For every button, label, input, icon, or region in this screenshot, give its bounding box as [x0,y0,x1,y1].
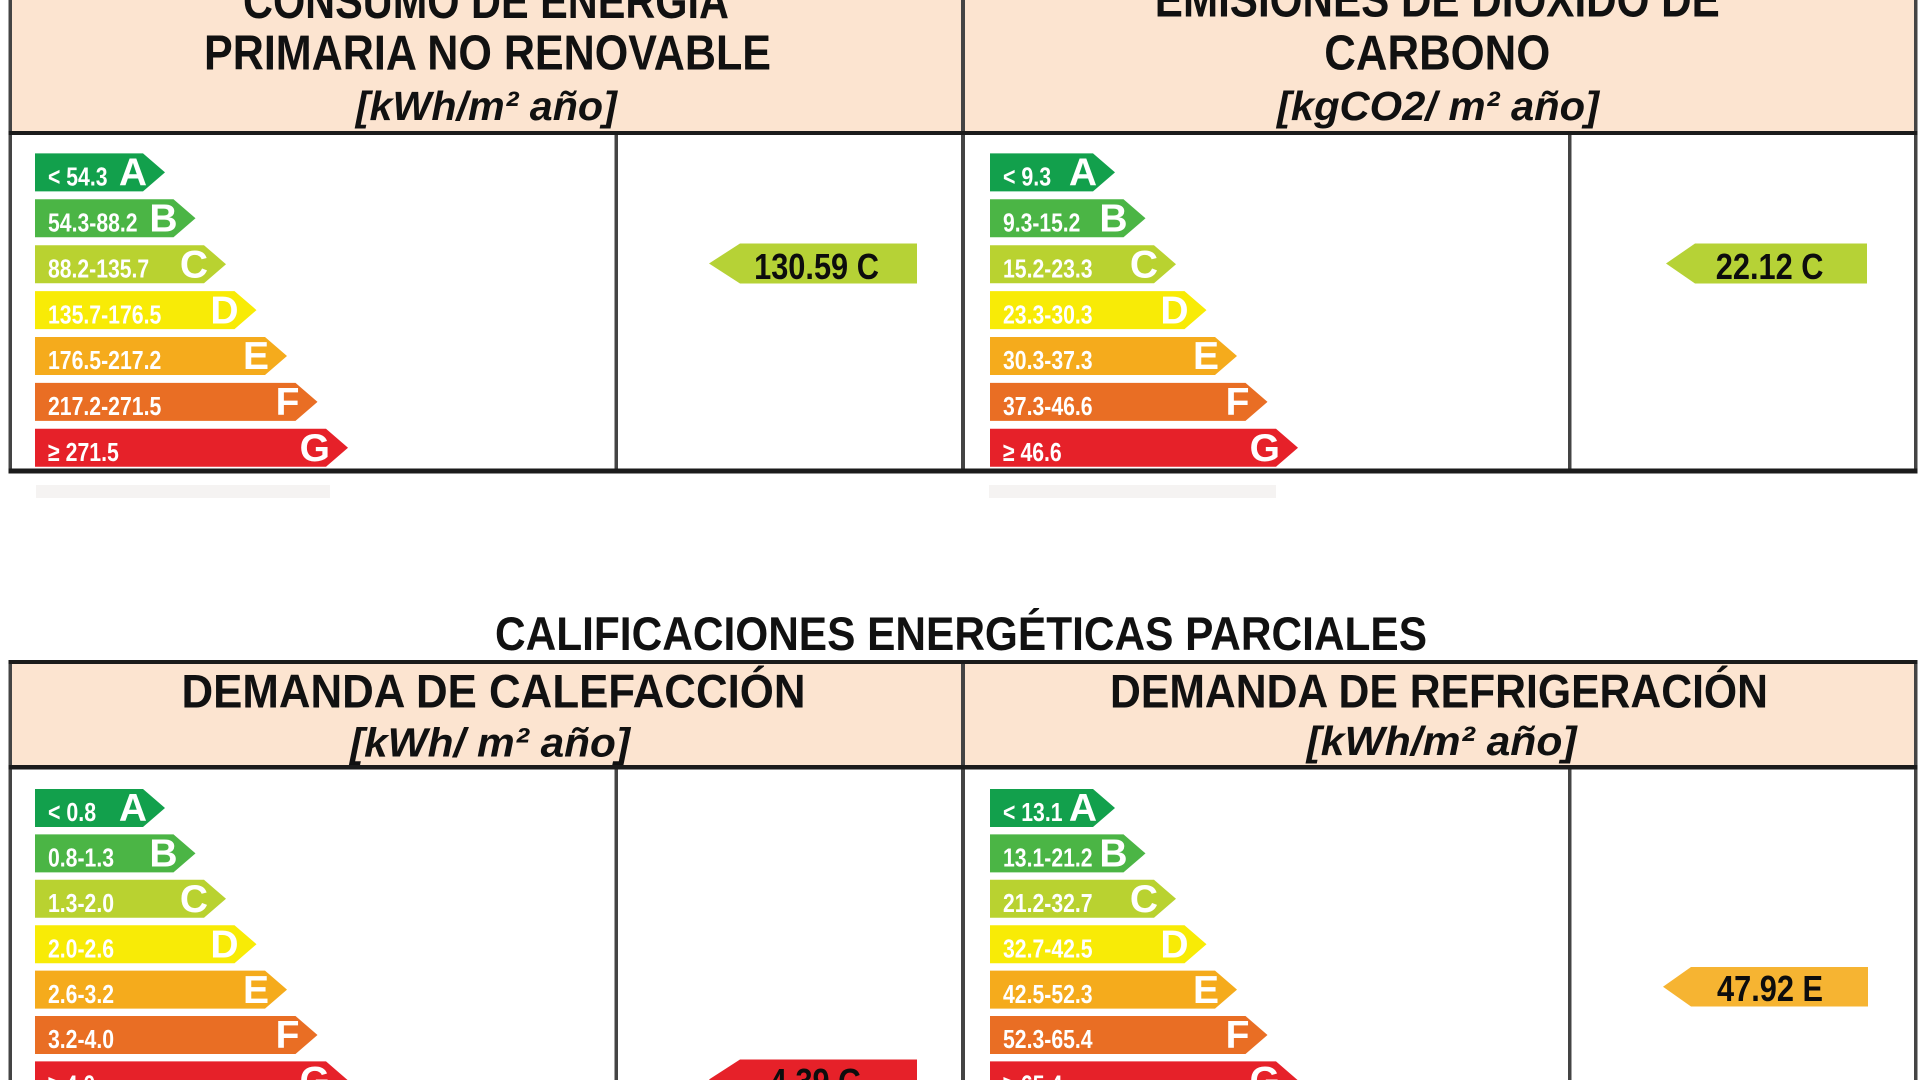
svg-text:[kgCO2/ m² año]: [kgCO2/ m² año] [1275,83,1600,129]
svg-text:D: D [1160,289,1188,332]
svg-text:CARBONO: CARBONO [1324,26,1550,81]
svg-text:D: D [1160,923,1188,966]
svg-text:32.7-42.5: 32.7-42.5 [1003,933,1093,963]
svg-text:135.7-176.5: 135.7-176.5 [48,299,161,329]
svg-text:F: F [1226,381,1250,424]
svg-text:47.92 E: 47.92 E [1717,968,1823,1009]
svg-text:F: F [1226,1014,1250,1057]
svg-text:22.12 C: 22.12 C [1716,246,1824,287]
svg-text:C: C [1130,878,1158,921]
svg-text:B: B [149,833,177,876]
svg-text:CALIFICACIONES ENERGÉTICAS PAR: CALIFICACIONES ENERGÉTICAS PARCIALES [495,607,1427,661]
svg-text:E: E [243,969,269,1012]
svg-text:15.2-23.3: 15.2-23.3 [1003,253,1093,283]
svg-text:37.3-46.6: 37.3-46.6 [1003,391,1093,421]
svg-text:A: A [119,152,147,195]
svg-text:54.3-88.2: 54.3-88.2 [48,208,138,238]
svg-text:176.5-217.2: 176.5-217.2 [48,345,161,375]
svg-text:1.3-2.0: 1.3-2.0 [48,888,114,918]
svg-text:A: A [1069,152,1097,195]
svg-text:D: D [210,289,238,332]
svg-text:[kWh/ m² año]: [kWh/ m² año] [348,720,631,766]
svg-text:G: G [300,427,330,470]
svg-text:13.1-21.2: 13.1-21.2 [1003,843,1093,873]
svg-text:B: B [1099,198,1127,241]
svg-text:< 0.8: < 0.8 [48,797,96,827]
svg-text:A: A [1069,787,1097,830]
svg-text:G: G [300,1060,330,1080]
svg-text:21.2-32.7: 21.2-32.7 [1003,888,1093,918]
svg-text:217.2-271.5: 217.2-271.5 [48,391,161,421]
svg-text:< 9.3: < 9.3 [1003,162,1051,192]
svg-text:DEMANDA DE REFRIGERACIÓN: DEMANDA DE REFRIGERACIÓN [1110,665,1768,718]
svg-text:2.0-2.6: 2.0-2.6 [48,933,114,963]
svg-text:23.3-30.3: 23.3-30.3 [1003,299,1093,329]
svg-text:A: A [119,787,147,830]
svg-text:42.5-52.3: 42.5-52.3 [1003,979,1093,1009]
svg-text:130.59 C: 130.59 C [754,246,879,287]
svg-text:G: G [1250,1060,1280,1080]
svg-text:[kWh/m² año]: [kWh/m² año] [354,83,618,129]
svg-text:≥ 271.5: ≥ 271.5 [48,437,119,467]
svg-text:< 54.3: < 54.3 [48,162,108,192]
svg-text:B: B [1099,833,1127,876]
svg-text:3.2-4.0: 3.2-4.0 [48,1024,114,1054]
svg-text:9.3-15.2: 9.3-15.2 [1003,208,1080,238]
svg-text:< 13.1: < 13.1 [1003,797,1063,827]
svg-text:≥ 65.4: ≥ 65.4 [1003,1070,1063,1080]
svg-text:F: F [276,381,300,424]
svg-text:52.3-65.4: 52.3-65.4 [1003,1024,1093,1054]
svg-text:C: C [1130,243,1158,286]
svg-text:C: C [180,243,208,286]
svg-text:88.2-135.7: 88.2-135.7 [48,253,149,283]
svg-text:E: E [1193,335,1219,378]
svg-text:G: G [1250,427,1280,470]
svg-text:2.6-3.2: 2.6-3.2 [48,979,114,1009]
svg-text:C: C [180,878,208,921]
svg-text:EMISIONES DE DIÓXIDO DE: EMISIONES DE DIÓXIDO DE [1155,0,1720,27]
svg-text:D: D [210,923,238,966]
svg-text:F: F [276,1014,300,1057]
svg-text:E: E [1193,969,1219,1012]
svg-text:DEMANDA DE CALEFACCIÓN: DEMANDA DE CALEFACCIÓN [182,665,806,718]
svg-text:30.3-37.3: 30.3-37.3 [1003,345,1093,375]
svg-text:PRIMARIA NO RENOVABLE: PRIMARIA NO RENOVABLE [204,26,771,81]
svg-text:4.39 G: 4.39 G [770,1061,862,1080]
svg-text:≥ 4.0: ≥ 4.0 [48,1070,95,1080]
svg-text:0.8-1.3: 0.8-1.3 [48,843,114,873]
svg-text:B: B [149,198,177,241]
svg-text:[kWh/m² año]: [kWh/m² año] [1305,718,1578,764]
svg-text:≥ 46.6: ≥ 46.6 [1003,437,1062,467]
svg-text:CONSUMO DE ENERGÍA: CONSUMO DE ENERGÍA [243,0,729,29]
svg-text:E: E [243,335,269,378]
